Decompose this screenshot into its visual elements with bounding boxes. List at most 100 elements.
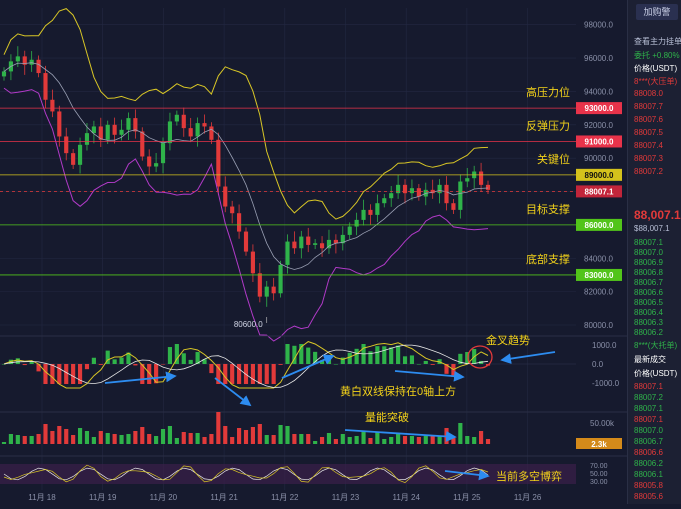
- volume-bar: [257, 424, 262, 444]
- candle-body: [64, 136, 69, 154]
- volume-bar: [375, 432, 380, 444]
- macd-annotation-zero: 黄白双线保持在0轴上方: [340, 384, 456, 398]
- x-tick-label: 11月 24: [392, 493, 420, 502]
- arrow-macd-1: [104, 371, 177, 384]
- ask-row: 88007.7: [634, 102, 663, 111]
- ask-row: 价格(USDT): [634, 64, 678, 73]
- macd-bar: [299, 344, 304, 364]
- volume-bar: [271, 435, 276, 444]
- volume-bar: [423, 436, 428, 444]
- oscillator-tick-label: 30.00: [590, 479, 608, 486]
- volume-bar: [326, 433, 332, 444]
- trades-header: 价格(USDT): [634, 369, 678, 378]
- trade-row: 88007.1: [634, 415, 663, 424]
- macd-bar: [105, 350, 110, 364]
- macd-bar: [160, 364, 166, 365]
- bid-row: 88007.0: [634, 248, 663, 257]
- level-price-tag: [576, 102, 622, 115]
- macd-bar: [57, 364, 62, 384]
- volume-bar: [306, 434, 311, 444]
- volume-bar: [237, 428, 242, 444]
- level-price-label: 83000.0: [585, 271, 614, 280]
- oscillator-tick-label: 70.00: [590, 463, 608, 470]
- volume-bar: [140, 427, 145, 444]
- candle-body: [458, 181, 463, 210]
- volume-bar: [43, 424, 48, 444]
- y-tick-label: 96000.0: [584, 54, 613, 63]
- volume-bar: [202, 437, 207, 444]
- candle-body: [479, 171, 484, 185]
- macd-bar: [257, 364, 262, 384]
- volume-bar: [292, 434, 297, 444]
- volume-bar: [243, 430, 249, 444]
- volume-bar: [57, 426, 62, 444]
- ask-row: 88007.3: [634, 154, 663, 163]
- macd-bar: [451, 364, 456, 377]
- candle-body: [202, 123, 207, 127]
- volume-bar: [354, 436, 359, 444]
- macd-bar: [319, 360, 325, 364]
- candle-body: [382, 198, 387, 204]
- ask-row: 88007.6: [634, 115, 663, 124]
- macd-bar: [230, 364, 235, 384]
- candle-body: [243, 231, 249, 252]
- ask-row: 88007.2: [634, 167, 663, 176]
- candle-body: [43, 73, 48, 100]
- ask-row: 88007.5: [634, 128, 663, 137]
- macd-bar: [465, 352, 470, 364]
- volume-bar: [396, 433, 401, 444]
- oscillator-band: [0, 464, 576, 484]
- candle-body: [361, 209, 366, 220]
- macd-bar: [306, 347, 311, 364]
- volume-bar: [126, 434, 131, 444]
- candle-body: [230, 206, 235, 214]
- macd-bar: [375, 346, 380, 364]
- arrow-macd-2: [214, 377, 252, 407]
- candle-body: [167, 121, 173, 144]
- bid-row: 88006.4: [634, 308, 663, 317]
- volume-bar: [333, 439, 338, 444]
- candle-body: [333, 239, 338, 244]
- macd-bar: [202, 359, 207, 364]
- x-tick-label: 11月 26: [514, 493, 542, 502]
- candle-body: [57, 111, 62, 137]
- candle-body: [313, 243, 318, 245]
- macd-bar: [133, 364, 138, 366]
- macd-bar: [223, 364, 228, 384]
- candle-body: [278, 264, 283, 294]
- macd-bar: [402, 356, 408, 364]
- boll-lower-line: [3, 87, 489, 342]
- volume-bar: [409, 436, 415, 444]
- macd-bar: [84, 364, 90, 370]
- macd-bar: [416, 364, 421, 365]
- level-price-label: 91000.0: [585, 137, 614, 146]
- candle-body: [437, 184, 442, 194]
- macd-bar: [271, 364, 276, 384]
- macd-bar: [119, 357, 124, 364]
- macd-bar: [396, 345, 401, 364]
- volume-bar: [160, 429, 166, 444]
- volume-bar: [347, 437, 352, 444]
- x-tick-label: 11月 18: [28, 493, 56, 502]
- macd-bar: [77, 364, 83, 384]
- macd-bar: [458, 353, 463, 364]
- last-price-usd: $88,007.1: [634, 224, 670, 233]
- y-tick-label: 84000.0: [584, 254, 613, 263]
- current-price-label: 88007.1: [585, 187, 614, 196]
- x-tick-label: 11月 25: [453, 493, 481, 502]
- oscillator-line-d: [3, 464, 489, 484]
- volume-bar: [15, 435, 20, 444]
- arrow-macd-4: [394, 370, 465, 382]
- volume-bar: [112, 434, 117, 444]
- candle-body: [389, 193, 394, 199]
- boll-upper-line: [3, 8, 489, 220]
- arrow-oscillator: [444, 469, 490, 481]
- candle-body: [250, 251, 255, 274]
- last-price: 88,007.1: [634, 208, 681, 222]
- add-alert-button[interactable]: 加购警: [636, 4, 678, 20]
- macd-bar: [167, 347, 173, 364]
- arrow-macd-3: [281, 354, 335, 379]
- volume-bar: [154, 436, 159, 444]
- volume-tick-label: 50.00k: [590, 419, 615, 428]
